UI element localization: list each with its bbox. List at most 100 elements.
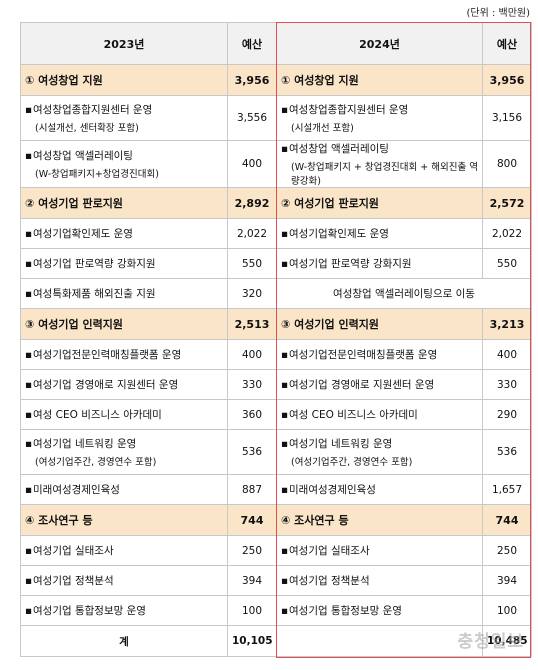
item-2023: ▪여성기업 네트워킹 운영 (여성기업주간, 경영연수 포함) <box>20 429 228 475</box>
budget-2024: 250 <box>482 535 532 566</box>
bullet-icon: ▪ <box>25 605 33 617</box>
item-note: (여성기업주간, 경영연수 포함) <box>291 457 413 468</box>
budget-2024: 100 <box>482 595 532 626</box>
item-2023: ▪여성특화제품 해외진출 지원 <box>20 278 228 309</box>
category-row: ② 여성기업 판로지원 2,892 ② 여성기업 판로지원 2,572 <box>20 187 532 219</box>
item-2024: ▪여성 CEO 비즈니스 아카데미 <box>276 399 483 430</box>
item-2023: ▪미래여성경제인육성 <box>20 474 228 505</box>
item-2024: ▪여성기업 정책분석 <box>276 565 483 596</box>
item-2023: ▪여성창업종합지원센터 운영 (시설개선, 센터확장 포함) <box>20 95 228 141</box>
category-budget-2023: 2,513 <box>227 308 277 340</box>
header-budget-2024: 예산 <box>482 22 532 65</box>
category-2024: ④ 조사연구 등 <box>276 504 483 536</box>
category-2024: ③ 여성기업 인력지원 <box>276 308 483 340</box>
item-label: 미래여성경제인육성 <box>289 484 376 496</box>
budget-2024: 3,156 <box>482 95 532 141</box>
budget-2024: 400 <box>482 339 532 370</box>
category-2024: ② 여성기업 판로지원 <box>276 187 483 219</box>
watermark: 충청일보 <box>457 632 524 652</box>
item-2023: ▪여성기업확인제도 운영 <box>20 218 228 249</box>
budget-2024: 1,657 <box>482 474 532 505</box>
bullet-icon: ▪ <box>25 150 33 162</box>
item-label: 여성기업 통합정보망 운영 <box>289 605 402 617</box>
item-2023: ▪여성기업 정책분석 <box>20 565 228 596</box>
item-label: 여성기업 경영애로 지원센터 운영 <box>289 379 435 391</box>
category-row: ④ 조사연구 등 744 ④ 조사연구 등 744 <box>20 504 532 536</box>
bullet-icon: ▪ <box>281 258 289 270</box>
item-label: 여성기업확인제도 운영 <box>289 228 389 240</box>
item-label: 여성기업 통합정보망 운영 <box>33 605 146 617</box>
item-note: (여성기업주간, 경영연수 포함) <box>35 457 157 468</box>
category-budget-2023: 3,956 <box>227 64 277 96</box>
category-budget-2024: 3,213 <box>482 308 532 340</box>
table-row: ▪여성기업 실태조사 250 ▪여성기업 실태조사 250 <box>20 535 532 566</box>
category-2023: ① 여성창업 지원 <box>20 64 228 96</box>
item-2023: ▪여성기업 통합정보망 운영 <box>20 595 228 626</box>
moved-note: 여성창업 액셀러레이팅으로 이동 <box>276 278 532 309</box>
item-label: 여성기업 경영애로 지원센터 운영 <box>33 379 179 391</box>
item-label: 여성기업확인제도 운영 <box>33 228 133 240</box>
bullet-icon: ▪ <box>281 575 289 587</box>
item-2024: ▪여성기업 실태조사 <box>276 535 483 566</box>
budget-2023: 360 <box>227 399 277 430</box>
budget-2023: 887 <box>227 474 277 505</box>
item-2024: ▪여성창업종합지원센터 운영 (시설개선 포함) <box>276 95 483 141</box>
bullet-icon: ▪ <box>281 228 289 240</box>
table-row: ▪여성기업 판로역량 강화지원 550 ▪여성기업 판로역량 강화지원 550 <box>20 248 532 279</box>
total-label: 계 <box>20 625 228 657</box>
item-label: 여성창업종합지원센터 운영 <box>33 104 153 116</box>
item-label: 여성기업 정책분석 <box>33 575 114 587</box>
item-label: 여성기업 실태조사 <box>33 545 114 557</box>
budget-2023: 2,022 <box>227 218 277 249</box>
item-note: (W-창업패키지+창업경진대회) <box>35 169 159 180</box>
table-row: ▪여성창업 액셀러레이팅 (W-창업패키지+창업경진대회) 400 ▪여성창업 액셀러… <box>20 140 532 188</box>
bullet-icon: ▪ <box>25 349 33 361</box>
item-label: 여성기업 네트워킹 운영 <box>33 438 137 450</box>
bullet-icon: ▪ <box>281 349 289 361</box>
bullet-icon: ▪ <box>281 605 289 617</box>
bullet-icon: ▪ <box>25 409 33 421</box>
table-row: ▪여성기업 정책분석 394 ▪여성기업 정책분석 394 <box>20 565 532 596</box>
header-row: 2023년 예산 2024년 예산 <box>20 22 532 65</box>
bullet-icon: ▪ <box>281 379 289 391</box>
item-label: 여성기업 실태조사 <box>289 545 370 557</box>
total-spacer <box>276 625 483 657</box>
budget-2023: 330 <box>227 369 277 400</box>
item-note: (시설개선, 센터확장 포함) <box>35 123 139 134</box>
item-label: 여성기업 네트워킹 운영 <box>289 438 393 450</box>
table-row: ▪미래여성경제인육성 887 ▪미래여성경제인육성 1,657 <box>20 474 532 505</box>
total-2023: 10,105 <box>227 625 277 657</box>
bullet-icon: ▪ <box>281 409 289 421</box>
table-row: ▪여성특화제품 해외진출 지원 320 여성창업 액셀러레이팅으로 이동 <box>20 278 532 309</box>
budget-2024: 394 <box>482 565 532 596</box>
category-budget-2024: 2,572 <box>482 187 532 219</box>
category-budget-2024: 744 <box>482 504 532 536</box>
table-row: ▪여성기업 경영애로 지원센터 운영 330 ▪여성기업 경영애로 지원센터 운영 3… <box>20 369 532 400</box>
budget-table: 2023년 예산 2024년 예산 ① 여성창업 지원 3,956 ① 여성창업 지… <box>20 22 532 657</box>
item-note: (시설개선 포함) <box>291 123 354 134</box>
category-2024: ① 여성창업 지원 <box>276 64 483 96</box>
table-row: ▪여성기업 네트워킹 운영 (여성기업주간, 경영연수 포함) 536 ▪여성기업 네… <box>20 429 532 475</box>
item-label: 여성기업 판로역량 강화지원 <box>289 258 412 270</box>
category-row: ③ 여성기업 인력지원 2,513 ③ 여성기업 인력지원 3,213 <box>20 308 532 340</box>
budget-2024: 550 <box>482 248 532 279</box>
budget-2023: 550 <box>227 248 277 279</box>
bullet-icon: ▪ <box>25 484 33 496</box>
budget-2024: 800 <box>482 140 532 188</box>
bullet-icon: ▪ <box>281 438 289 450</box>
item-2024: ▪여성기업 네트워킹 운영 (여성기업주간, 경영연수 포함) <box>276 429 483 475</box>
table-row: ▪여성기업전문인력매칭플랫폼 운영 400 ▪여성기업전문인력매칭플랫폼 운영 400 <box>20 339 532 370</box>
unit-note: (단위 : 백만원) <box>466 8 530 19</box>
budget-2023: 400 <box>227 339 277 370</box>
item-2023: ▪여성기업 판로역량 강화지원 <box>20 248 228 279</box>
bullet-icon: ▪ <box>281 484 289 496</box>
category-budget-2023: 744 <box>227 504 277 536</box>
budget-2024: 290 <box>482 399 532 430</box>
bullet-icon: ▪ <box>281 545 289 557</box>
budget-2023: 250 <box>227 535 277 566</box>
budget-2023: 3,556 <box>227 95 277 141</box>
item-2024: ▪여성기업확인제도 운영 <box>276 218 483 249</box>
budget-2023: 100 <box>227 595 277 626</box>
item-label: 여성특화제품 해외진출 지원 <box>33 288 156 300</box>
item-label: 여성기업 정책분석 <box>289 575 370 587</box>
